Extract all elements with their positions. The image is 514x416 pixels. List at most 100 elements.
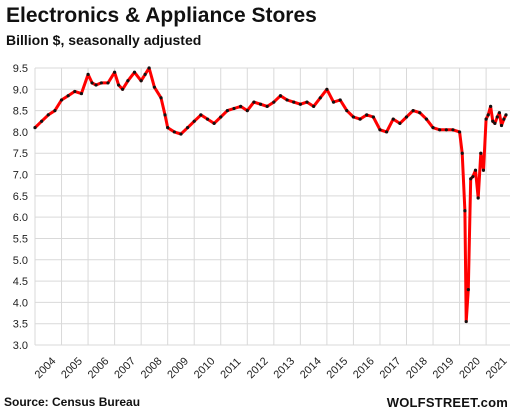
- y-tick-label: 6.0: [13, 212, 28, 224]
- data-point: [94, 83, 98, 87]
- y-axis: 3.0 3.5 4.0 4.5 5.0 5.5 6.0 6.5 7.0 7.5 8.0 8.5 9.0 9…: [13, 63, 28, 352]
- x-tick-label: 2012: [245, 355, 271, 381]
- data-point: [499, 123, 504, 128]
- chart-subtitle: Billion $, seasonally adjusted: [6, 32, 202, 48]
- x-tick-label: 2005: [59, 355, 85, 381]
- x-tick-label: 2013: [271, 355, 297, 381]
- data-point: [463, 209, 467, 213]
- data-point: [504, 113, 508, 117]
- data-point: [232, 106, 236, 111]
- data-point: [497, 111, 501, 115]
- data-point: [305, 100, 309, 104]
- x-tick-label: 2014: [298, 355, 324, 381]
- data-point: [438, 128, 442, 132]
- data-point: [298, 102, 302, 106]
- data-point: [502, 117, 506, 121]
- data-point: [476, 196, 480, 200]
- data-point: [466, 288, 470, 292]
- data-point: [132, 70, 137, 74]
- data-point: [460, 151, 464, 155]
- y-tick-label: 4.0: [13, 297, 28, 309]
- data-point: [325, 87, 329, 91]
- data-point: [147, 66, 151, 70]
- x-axis: 2004 2005 2006 2007 2008 2009 2010 2011 2012 2013…: [33, 355, 510, 381]
- data-point: [365, 113, 369, 117]
- x-tick-label: 2008: [139, 355, 165, 381]
- data-point: [418, 111, 422, 115]
- brand-label: WOLFSTREET.com: [386, 395, 508, 410]
- x-tick-label: 2020: [457, 355, 483, 381]
- data-point: [225, 109, 229, 113]
- y-tick-label: 9.5: [13, 63, 28, 75]
- data-point: [495, 115, 499, 119]
- data-point: [444, 128, 448, 132]
- series-line: [33, 66, 508, 324]
- data-point: [358, 117, 362, 121]
- data-point: [33, 126, 37, 130]
- y-tick-label: 8.0: [13, 127, 28, 139]
- data-point: [484, 117, 488, 121]
- data-point: [371, 115, 375, 119]
- data-point: [79, 91, 84, 96]
- data-point: [90, 81, 94, 85]
- y-tick-label: 3.5: [13, 319, 28, 331]
- x-tick-label: 2006: [86, 355, 112, 381]
- chart-title: Electronics & Appliance Stores: [6, 4, 317, 27]
- data-point: [473, 168, 478, 172]
- data-point: [116, 83, 121, 87]
- data-point: [493, 121, 497, 125]
- data-point: [278, 94, 283, 98]
- gridlines: [34, 67, 510, 346]
- data-point: [489, 104, 493, 108]
- data-point: [479, 151, 483, 155]
- x-tick-label: 2018: [404, 355, 430, 381]
- data-point: [163, 113, 167, 117]
- y-tick-label: 6.5: [13, 191, 28, 203]
- data-point: [152, 85, 157, 89]
- data-point: [53, 109, 57, 113]
- data-point: [126, 79, 130, 83]
- data-point: [464, 319, 468, 324]
- data-point: [258, 102, 263, 106]
- y-tick-label: 3.0: [13, 340, 28, 352]
- data-point: [431, 126, 435, 130]
- data-point: [143, 72, 147, 76]
- data-point: [404, 115, 409, 119]
- data-point: [385, 130, 389, 134]
- data-point: [239, 104, 243, 108]
- x-tick-label: 2010: [192, 355, 218, 381]
- plot-area: [33, 66, 508, 324]
- x-tick-label: 2004: [33, 355, 59, 381]
- data-point: [351, 115, 356, 119]
- x-tick-label: 2017: [378, 355, 404, 381]
- data-point: [457, 130, 462, 134]
- data-point: [391, 117, 395, 121]
- data-point: [120, 87, 125, 91]
- y-tick-label: 9.0: [13, 84, 28, 96]
- y-tick-label: 5.0: [13, 255, 28, 267]
- data-point: [159, 96, 163, 100]
- source-note: Source: Census Bureau: [4, 395, 141, 409]
- data-point: [338, 98, 342, 102]
- y-tick-label: 7.0: [13, 170, 28, 182]
- y-tick-label: 4.5: [13, 276, 28, 288]
- data-point: [469, 177, 473, 181]
- data-point: [272, 100, 276, 104]
- data-point: [40, 119, 44, 123]
- data-point: [424, 117, 429, 121]
- x-tick-label: 2011: [218, 356, 243, 381]
- data-point: [66, 94, 70, 98]
- data-point: [312, 104, 316, 108]
- data-point: [199, 113, 203, 117]
- data-point: [59, 98, 64, 102]
- y-tick-label: 7.5: [13, 148, 28, 160]
- data-point: [252, 100, 256, 104]
- data-point: [192, 119, 196, 123]
- data-point: [411, 109, 415, 113]
- data-point: [99, 81, 103, 85]
- data-point: [398, 121, 402, 125]
- data-point: [491, 119, 495, 123]
- x-tick-label: 2007: [112, 355, 138, 381]
- data-point: [106, 81, 110, 85]
